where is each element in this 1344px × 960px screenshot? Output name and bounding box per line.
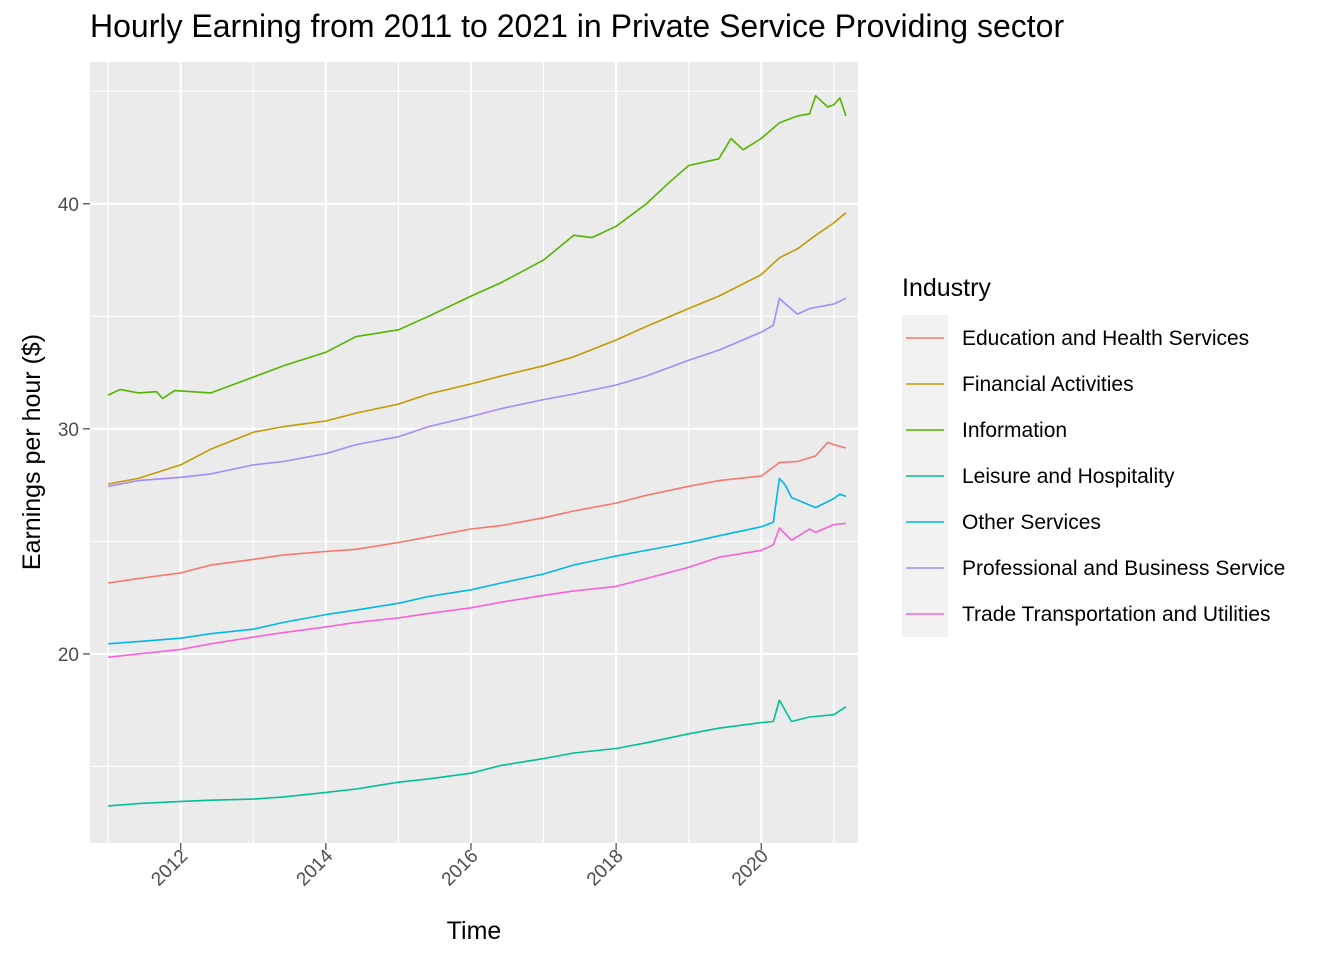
legend-label: Education and Health Services	[962, 327, 1249, 350]
legend: Industry Education and Health Services Fi…	[902, 274, 1285, 637]
x-axis-ticks: 2012 2014 2016 2018 2020	[147, 843, 773, 891]
series-lines	[107, 95, 847, 807]
legend-label: Information	[962, 419, 1067, 442]
x-tick-label: 2016	[438, 846, 483, 891]
y-tick-label: 20	[58, 645, 79, 666]
x-axis-title: Time	[447, 917, 502, 945]
x-tick-label: 2012	[147, 846, 192, 891]
legend-label: Professional and Business Service	[962, 557, 1285, 580]
legend-label: Leisure and Hospitality	[962, 465, 1175, 488]
plot-panel	[90, 62, 858, 843]
x-tick-label: 2014	[293, 845, 338, 890]
minor-gridlines	[90, 62, 858, 843]
y-tick-label: 30	[58, 420, 79, 441]
series-line	[107, 95, 847, 400]
series-line	[107, 441, 847, 584]
series-line	[108, 699, 847, 807]
chart-title: Hourly Earning from 2011 to 2021 in Priv…	[90, 8, 1065, 44]
x-tick-label: 2020	[728, 846, 773, 891]
series-line	[107, 212, 847, 485]
series-line	[108, 522, 846, 659]
y-tick-label: 40	[58, 195, 79, 216]
legend-title: Industry	[902, 274, 991, 302]
major-gridlines	[90, 62, 858, 843]
legend-label: Other Services	[962, 511, 1101, 534]
y-axis-ticks: 20 30 40	[58, 195, 90, 666]
series-line	[107, 297, 847, 488]
series-line	[108, 477, 847, 645]
legend-items: Education and Health Services Financial A…	[906, 327, 1285, 626]
x-tick-label: 2018	[583, 846, 628, 891]
legend-label: Trade Transportation and Utilities	[962, 603, 1271, 626]
y-axis-title: Earnings per hour ($)	[18, 334, 46, 570]
legend-label: Financial Activities	[962, 373, 1134, 396]
